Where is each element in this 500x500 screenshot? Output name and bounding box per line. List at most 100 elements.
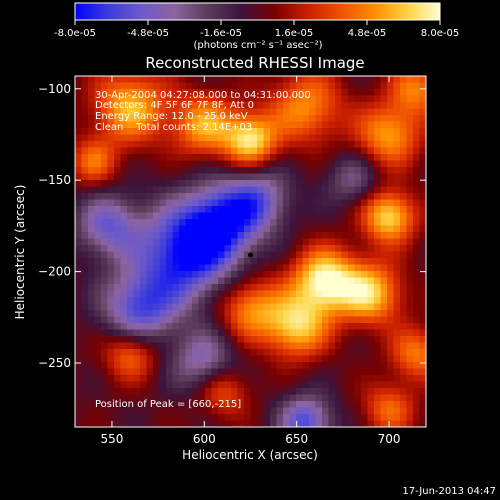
heatmap-cell: [81, 329, 89, 337]
heatmap-cell: [380, 238, 388, 246]
heatmap-cell: [114, 303, 121, 311]
heatmap-cell: [224, 193, 232, 200]
heatmap-cell: [276, 232, 284, 239]
heatmap-cell: [140, 212, 147, 220]
heatmap-cell: [348, 303, 355, 311]
heatmap-cell: [367, 141, 375, 148]
heatmap-cell: [406, 141, 414, 148]
heatmap-cell: [302, 147, 310, 155]
heatmap-cell: [107, 414, 115, 421]
heatmap-cell: [159, 329, 167, 337]
heatmap-cell: [354, 316, 362, 324]
heatmap-cell: [322, 284, 329, 291]
heatmap-cell: [244, 134, 251, 142]
heatmap-cell: [75, 420, 82, 428]
y-tick-label: −200: [38, 265, 71, 279]
heatmap-cell: [276, 95, 284, 103]
heatmap-cell: [380, 160, 388, 168]
heatmap-cell: [289, 173, 297, 181]
heatmap-cell: [387, 316, 394, 324]
heatmap-cell: [172, 180, 180, 187]
heatmap-cell: [393, 154, 401, 161]
heatmap-cell: [179, 290, 186, 298]
heatmap-cell: [205, 349, 212, 356]
heatmap-cell: [406, 375, 414, 382]
heatmap-cell: [140, 160, 147, 168]
heatmap-cell: [283, 323, 290, 330]
heatmap-cell: [270, 310, 277, 317]
heatmap-cell: [328, 82, 336, 90]
heatmap-cell: [296, 323, 303, 330]
heatmap-cell: [283, 193, 290, 200]
heatmap-cell: [250, 316, 258, 324]
heatmap-cell: [205, 297, 212, 304]
heatmap-cell: [296, 173, 303, 181]
heatmap-cell: [205, 342, 212, 350]
heatmap-cell: [393, 238, 401, 246]
heatmap-cell: [107, 264, 115, 272]
heatmap-cell: [354, 173, 362, 181]
heatmap-cell: [224, 160, 232, 168]
heatmap-cell: [348, 336, 355, 343]
heatmap-cell: [302, 284, 310, 291]
heatmap-cell: [283, 388, 290, 395]
heatmap-cell: [192, 82, 199, 90]
heatmap-cell: [322, 407, 329, 415]
heatmap-cell: [172, 407, 180, 415]
heatmap-cell: [231, 251, 238, 259]
heatmap-cell: [146, 115, 154, 122]
heatmap-cell: [263, 76, 271, 83]
heatmap-cell: [328, 420, 336, 428]
heatmap-cell: [211, 167, 219, 174]
heatmap-cell: [322, 245, 329, 252]
chart-title: Reconstructed RHESSI Image: [145, 54, 364, 72]
heatmap-cell: [218, 134, 225, 142]
heatmap-cell: [127, 388, 134, 395]
heatmap-cell: [224, 173, 232, 181]
heatmap-cell: [348, 388, 355, 395]
heatmap-cell: [328, 349, 336, 356]
heatmap-cell: [406, 121, 414, 129]
heatmap-cell: [140, 206, 147, 213]
heatmap-cell: [114, 290, 121, 298]
heatmap-cell: [419, 316, 427, 324]
heatmap-cell: [400, 362, 407, 369]
heatmap-cell: [315, 186, 323, 194]
heatmap-cell: [237, 297, 245, 304]
heatmap-cell: [270, 128, 277, 135]
heatmap-cell: [159, 368, 167, 376]
heatmap-cell: [218, 394, 225, 402]
heatmap-cell: [198, 115, 206, 122]
heatmap-cell: [263, 186, 271, 194]
heatmap-cell: [153, 108, 160, 116]
heatmap-cell: [348, 271, 355, 278]
footer-timestamp: 17-Jun-2013 04:47: [402, 486, 496, 497]
heatmap-cell: [354, 407, 362, 415]
heatmap-cell: [374, 316, 381, 324]
heatmap-cell: [231, 284, 238, 291]
heatmap-cell: [211, 251, 219, 259]
heatmap-cell: [179, 232, 186, 239]
heatmap-cell: [94, 186, 102, 194]
heatmap-cell: [133, 388, 141, 395]
heatmap-cell: [348, 323, 355, 330]
heatmap-cell: [114, 284, 121, 291]
heatmap-cell: [257, 108, 264, 116]
heatmap-cell: [413, 414, 420, 421]
heatmap-cell: [75, 102, 82, 109]
heatmap-cell: [367, 329, 375, 337]
heatmap-cell: [361, 134, 368, 142]
heatmap-cell: [361, 349, 368, 356]
heatmap-cell: [133, 258, 141, 265]
heatmap-cell: [153, 284, 160, 291]
heatmap-cell: [140, 134, 147, 142]
heatmap-cell: [185, 355, 193, 363]
heatmap-cell: [198, 355, 206, 363]
heatmap-cell: [309, 271, 316, 278]
heatmap-cell: [166, 186, 173, 194]
heatmap-cell: [419, 108, 427, 116]
annotation-block: 30-Apr-2004 04:27:08.000 to 04:31:00.000…: [95, 90, 311, 133]
heatmap-cell: [302, 258, 310, 265]
heatmap-cell: [374, 258, 381, 265]
heatmap-cell: [328, 277, 336, 285]
